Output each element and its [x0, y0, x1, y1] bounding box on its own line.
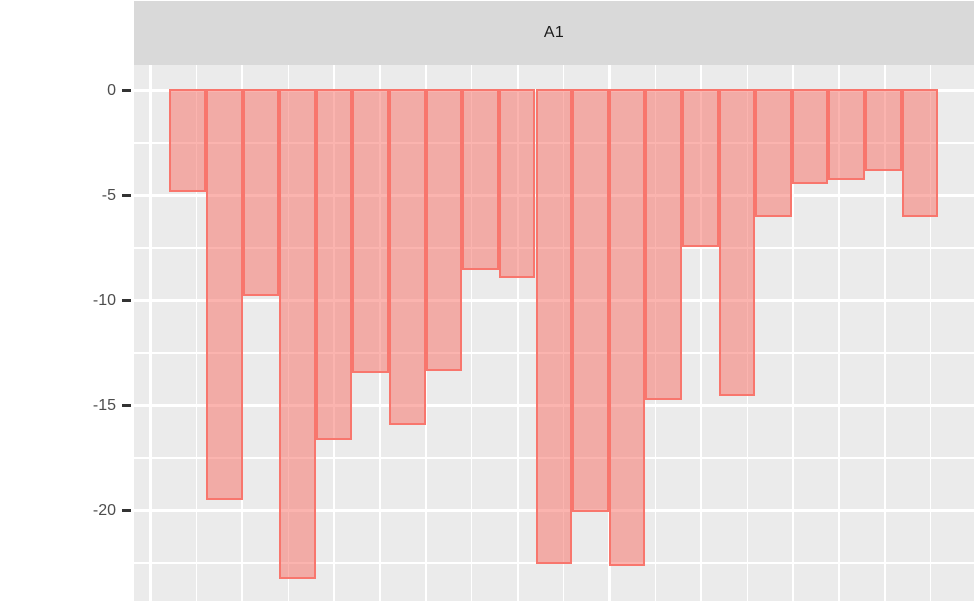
y-axis-tick-mark — [122, 194, 131, 197]
gridline-major-vertical — [149, 65, 152, 601]
gridline-minor-vertical — [471, 65, 473, 601]
histogram-bar — [901, 89, 939, 217]
y-axis-tick-mark — [122, 89, 131, 92]
histogram-bar — [462, 89, 499, 271]
facet-label: A1 — [543, 24, 565, 41]
plot-panel — [134, 65, 974, 601]
histogram-bar — [681, 89, 719, 248]
histogram-bar — [169, 89, 206, 193]
histogram-bar — [645, 89, 682, 401]
y-axis-tick-mark — [122, 299, 131, 302]
gridline-major-vertical — [883, 65, 886, 601]
histogram-bar — [718, 89, 756, 397]
histogram-bar — [352, 89, 389, 374]
gridline-minor-vertical — [195, 65, 197, 601]
histogram-bar — [755, 89, 792, 217]
gridline-minor-vertical — [838, 65, 840, 601]
y-axis-tick-mark — [122, 404, 131, 407]
y-axis-tick-label: -5 — [101, 186, 116, 204]
histogram-bar — [535, 89, 573, 565]
histogram-bar — [572, 89, 609, 512]
facet-strip: A1 — [134, 1, 974, 65]
y-axis-tick-label: 0 — [107, 81, 116, 99]
histogram-bar — [865, 89, 902, 172]
histogram-bar — [242, 89, 280, 297]
histogram-bar — [498, 89, 536, 278]
gridline-minor-vertical — [930, 65, 932, 601]
histogram-bar — [205, 89, 243, 501]
y-axis-tick-label: -15 — [92, 396, 116, 414]
y-axis-tick-mark — [122, 509, 131, 512]
histogram-bar — [791, 89, 829, 185]
y-axis-tick-label: -10 — [92, 291, 116, 309]
gridline-major-vertical — [700, 65, 703, 601]
histogram-bar — [608, 89, 646, 567]
histogram-bar — [315, 89, 353, 441]
y-axis-tick-label: -20 — [92, 501, 116, 519]
histogram-bar — [425, 89, 463, 371]
histogram-bar — [389, 89, 426, 425]
gridline-major-vertical — [516, 65, 519, 601]
histogram-bar — [279, 89, 316, 579]
histogram-bar — [828, 89, 866, 180]
gridline-major-vertical — [792, 65, 795, 601]
